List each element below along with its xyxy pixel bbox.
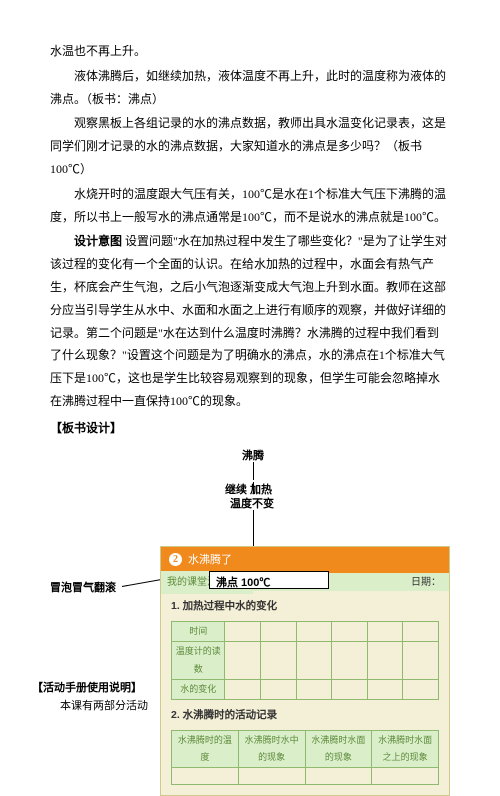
t2-c4: 水沸腾时水面之上的现象 xyxy=(372,730,439,767)
cell xyxy=(403,642,439,679)
t2-c2: 水沸腾时水中的现象 xyxy=(238,730,305,767)
cell xyxy=(305,767,372,784)
panel-number-badge: 2 xyxy=(169,553,182,566)
section-2-title: 2. 水沸腾时的活动记录 xyxy=(171,706,439,726)
cell xyxy=(332,622,368,642)
flow-vline-mid xyxy=(253,482,254,494)
activity-panel: 2 水沸腾了 我的课堂活动记录 沸点 100℃ 日期： 1. 加热过程中水的变化… xyxy=(160,546,450,796)
cell xyxy=(403,679,439,699)
manual-text: 本课有两部分活动 xyxy=(60,696,148,717)
t2-c3: 水沸腾时水面的现象 xyxy=(305,730,372,767)
panel-date-label: 日期： xyxy=(411,573,441,592)
side-left-label: 冒泡冒气翻滚 xyxy=(50,578,116,599)
t1-r1: 时间 xyxy=(172,622,225,642)
table-row: 温度计的读数 xyxy=(172,642,439,679)
cell xyxy=(367,642,403,679)
cell xyxy=(238,767,305,784)
connector-1 xyxy=(122,579,162,587)
design-intent-label: 设计意图 xyxy=(74,234,122,248)
cell xyxy=(296,679,332,699)
para-4-body: 设置问题"水在加热过程中发生了哪些变化？"是为了让学生对该过程的变化有一个全面的… xyxy=(50,234,447,408)
table-row: 水的变化 xyxy=(172,679,439,699)
panel-title: 水沸腾了 xyxy=(188,550,232,571)
cell xyxy=(172,767,239,784)
cell xyxy=(260,622,296,642)
cell xyxy=(260,642,296,679)
flow-line-1 xyxy=(253,462,254,480)
cell xyxy=(225,642,261,679)
panel-body: 1. 加热过程中水的变化 时间 温度计的读数 水的变化 2. 水沸腾时的活动记录 xyxy=(161,591,449,794)
t2-c1: 水沸腾时的温度 xyxy=(172,730,239,767)
t1-r2: 温度计的读数 xyxy=(172,642,225,679)
section-1-title: 1. 加热过程中水的变化 xyxy=(171,597,439,617)
cell xyxy=(332,642,368,679)
cell xyxy=(332,679,368,699)
para-2: 观察黑板上各组记录的水的沸点数据，教师出具水温变化记录表，这是同学们刚才记录的水… xyxy=(50,112,450,180)
table-row xyxy=(172,767,439,784)
diagram: 沸腾 继续 加热 温度不变 冒泡冒气翻滚 【活动手册使用说明】 本课有两部分活动… xyxy=(50,446,450,746)
table-row: 水沸腾时的温度 水沸腾时水中的现象 水沸腾时水面的现象 水沸腾时水面之上的现象 xyxy=(172,730,439,767)
cell xyxy=(372,767,439,784)
table-row: 时间 xyxy=(172,622,439,642)
cell xyxy=(225,679,261,699)
cell xyxy=(296,642,332,679)
panel-header: 2 水沸腾了 xyxy=(161,547,449,574)
para-4: 设计意图 设置问题"水在加热过程中发生了哪些变化？"是为了让学生对该过程的变化有… xyxy=(50,230,450,412)
cell xyxy=(367,679,403,699)
para-1: 液体沸腾后，如继续加热，液体温度不再上升，此时的温度称为液体的沸点。（板书：沸点… xyxy=(50,65,450,111)
para-3: 水烧开时的温度跟大气压有关，100℃是水在1个标准大气压下沸腾的温度，所以书上一… xyxy=(50,183,450,229)
table-2: 水沸腾时的温度 水沸腾时水中的现象 水沸腾时水面的现象 水沸腾时水面之上的现象 xyxy=(171,730,439,785)
cell xyxy=(225,622,261,642)
panel-subheader: 我的课堂活动记录 沸点 100℃ 日期： xyxy=(161,573,449,591)
t1-r3: 水的变化 xyxy=(172,679,225,699)
cell xyxy=(367,622,403,642)
flow-line-2 xyxy=(253,510,254,550)
flow-mid2: 温度不变 xyxy=(230,494,274,515)
cell xyxy=(296,622,332,642)
para-continuation: 水温也不再上升。 xyxy=(50,40,450,63)
overlay-boiling-point: 沸点 100℃ xyxy=(209,571,329,589)
table-1: 时间 温度计的读数 水的变化 xyxy=(171,621,439,699)
cell xyxy=(260,679,296,699)
cell xyxy=(403,622,439,642)
board-design-label: 【板书设计】 xyxy=(50,417,450,440)
